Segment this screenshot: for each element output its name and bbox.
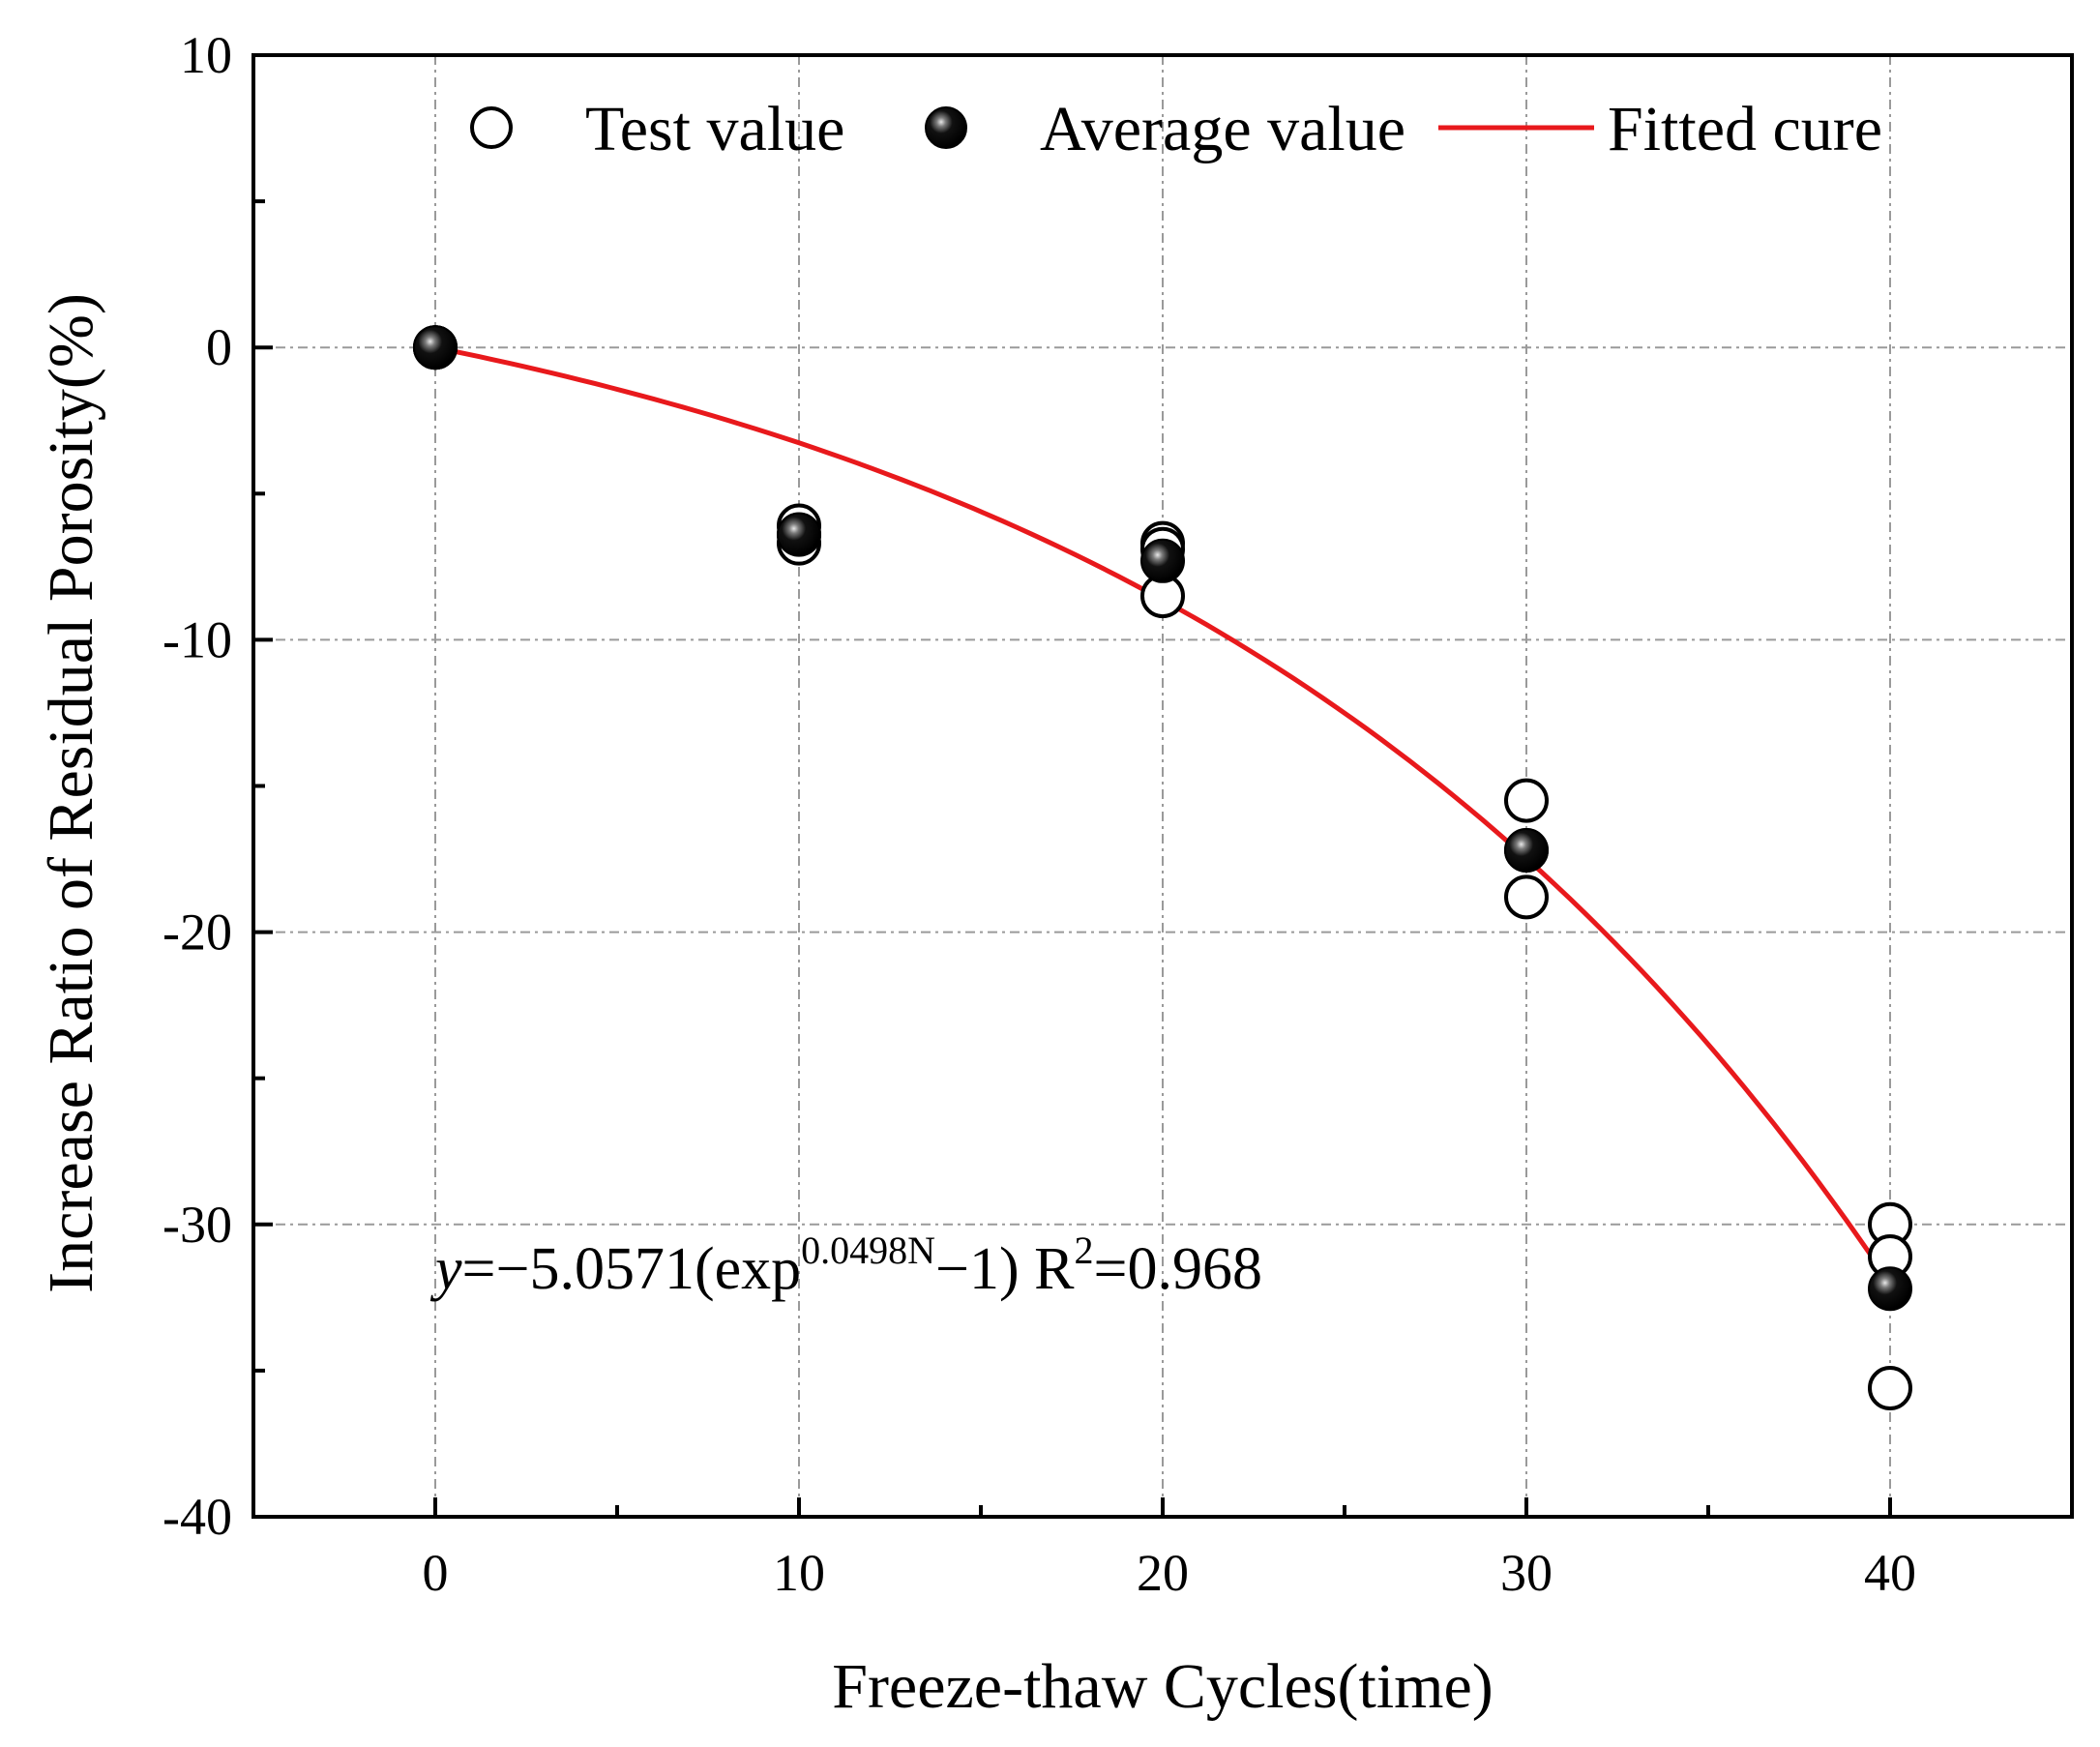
average-value-points xyxy=(413,325,1912,1312)
average-value-point xyxy=(1140,538,1185,583)
eq-tail: −1) R xyxy=(935,1236,1075,1302)
average-value-point xyxy=(1868,1266,1912,1312)
eq-y-variable: y xyxy=(429,1236,462,1302)
x-tick-labels: 0 10 20 30 40 xyxy=(423,1544,1917,1602)
legend: Test value Average value Fitted cure xyxy=(470,94,1882,164)
legend-item-average-value: Average value xyxy=(925,94,1405,164)
y-tick-label: -10 xyxy=(163,610,232,668)
average-value-point xyxy=(777,512,821,557)
y-tick-label: 0 xyxy=(206,318,232,376)
test-value-point xyxy=(1504,874,1549,920)
legend-filled-sphere-marker xyxy=(925,106,967,149)
eq-main: =−5.0571(exp xyxy=(462,1236,802,1302)
x-tick-label: 20 xyxy=(1137,1544,1189,1602)
y-tick-label: -20 xyxy=(163,903,232,962)
test-value-point xyxy=(1868,1366,1912,1411)
average-value-point xyxy=(413,325,458,370)
axis-ticks xyxy=(251,53,2074,1519)
eq-r-value: =0.968 xyxy=(1094,1236,1262,1302)
average-value-point xyxy=(1504,827,1549,873)
legend-item-test-value: Test value xyxy=(470,94,844,164)
eq-r-squared-exponent: 2 xyxy=(1075,1229,1094,1272)
legend-label-test-value: Test value xyxy=(585,94,844,164)
legend-label-average-value: Average value xyxy=(1040,94,1405,164)
y-tick-label: 10 xyxy=(180,26,232,84)
x-tick-label: 40 xyxy=(1864,1544,1916,1602)
x-tick-label: 30 xyxy=(1500,1544,1553,1602)
legend-label-fitted-cure: Fitted cure xyxy=(1608,94,1882,164)
eq-exponent: 0.0498N xyxy=(801,1229,935,1272)
y-tick-label: -40 xyxy=(163,1488,232,1546)
x-axis-title: Freeze-thaw Cycles(time) xyxy=(832,1651,1494,1722)
y-axis-title: Increase Ratio of Residual Porosity(%) xyxy=(36,293,106,1293)
test-value-point xyxy=(1504,778,1549,823)
x-tick-label: 0 xyxy=(423,1544,449,1602)
fit-equation-annotation: y=−5.0571(exp0.0498N−1) R2=0.968 xyxy=(429,1229,1262,1302)
y-tick-labels: 10 0 -10 -20 -30 -40 xyxy=(163,26,232,1546)
y-tick-label: -30 xyxy=(163,1196,232,1254)
legend-open-circle-marker xyxy=(470,106,513,149)
x-tick-label: 10 xyxy=(773,1544,825,1602)
legend-item-fitted-cure: Fitted cure xyxy=(1438,94,1882,164)
